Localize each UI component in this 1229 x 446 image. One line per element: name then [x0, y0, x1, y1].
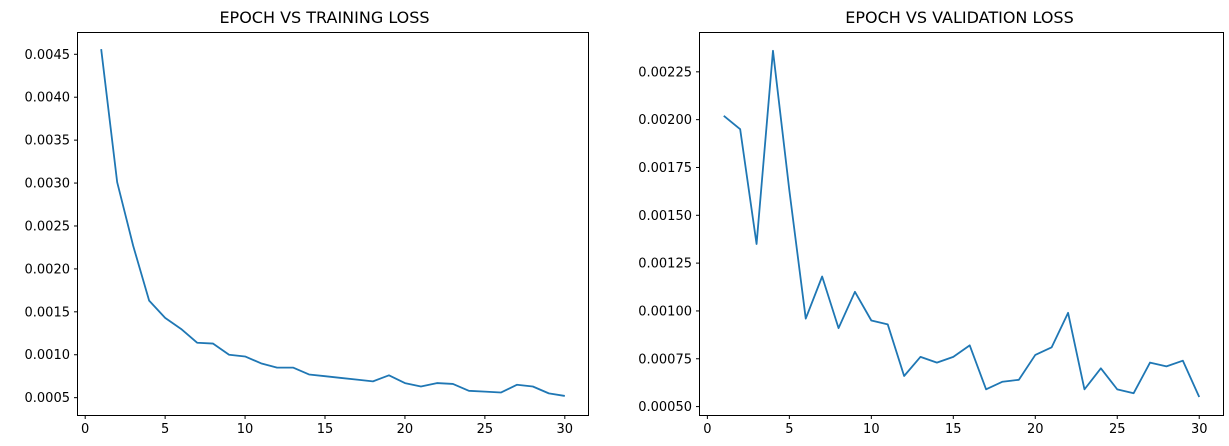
y-tick-label: 0.0010	[25, 348, 71, 363]
y-tick-label: 0.00150	[638, 209, 692, 224]
y-tick-label: 0.0045	[25, 48, 71, 63]
chart-title: EPOCH VS TRAINING LOSS	[219, 8, 429, 27]
x-tick-label: 20	[1027, 422, 1044, 437]
x-tick-label: 15	[317, 422, 334, 437]
y-tick-label: 0.00075	[638, 352, 692, 367]
series-line	[100, 49, 565, 397]
y-tick-label: 0.00225	[638, 65, 692, 80]
y-tick-label: 0.00100	[638, 304, 692, 319]
y-tick-label: 0.0015	[25, 305, 71, 320]
y-tick-label: 0.00200	[638, 113, 692, 128]
tick-layer: 0 5 10 15 20 25 30 0.0005 0.0010 0.0015 0.0020 0.00…	[25, 48, 574, 437]
y-tick-label: 0.0040	[25, 91, 71, 106]
x-tick-label: 0	[81, 422, 89, 437]
validation-loss-chart: EPOCH VS VALIDATION LOSS 0 5 10 15 20 25 30 0.0…	[638, 8, 1224, 437]
x-tick-label: 30	[1191, 422, 1208, 437]
y-tick-label: 0.0025	[25, 219, 71, 234]
tick-layer: 0 5 10 15 20 25 30 0.00050 0.00075 0.00100 0.00125…	[638, 65, 1207, 437]
y-tick-label: 0.0005	[25, 391, 71, 406]
x-tick-label: 20	[397, 422, 414, 437]
y-tick-label: 0.00175	[638, 161, 692, 176]
x-tick-label: 25	[477, 422, 494, 437]
series-line	[723, 49, 1201, 398]
y-tick-label: 0.00125	[638, 257, 692, 272]
x-tick-label: 5	[161, 422, 169, 437]
x-tick-label: 10	[863, 422, 880, 437]
x-tick-label: 0	[703, 422, 711, 437]
y-tick-label: 0.0020	[25, 262, 71, 277]
y-tick-label: 0.00050	[638, 400, 692, 415]
chart-title: EPOCH VS VALIDATION LOSS	[845, 8, 1073, 27]
x-tick-label: 5	[785, 422, 793, 437]
x-tick-label: 30	[557, 422, 574, 437]
y-tick-label: 0.0030	[25, 177, 71, 192]
x-tick-label: 25	[1109, 422, 1126, 437]
plot-frame	[699, 32, 1224, 416]
training-loss-chart: EPOCH VS TRAINING LOSS 0 5 10 15 20 25 30 0.000…	[25, 8, 589, 437]
y-tick-label: 0.0035	[25, 134, 71, 149]
x-tick-label: 10	[237, 422, 254, 437]
plot-frame	[77, 32, 589, 416]
x-tick-label: 15	[945, 422, 962, 437]
